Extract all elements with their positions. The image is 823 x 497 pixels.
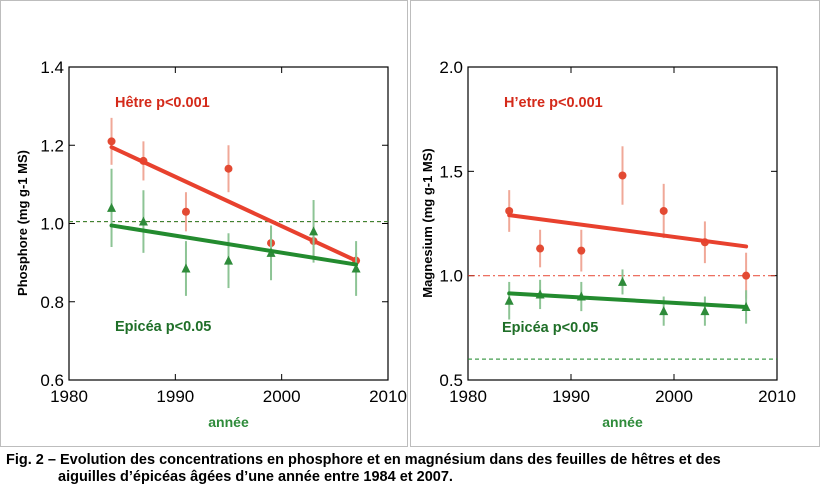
series-label: H’etre p<0.001 [504,95,603,111]
y-tick-label: 1.2 [40,136,64,155]
series-label: Hêtre p<0.001 [115,95,210,111]
data-point-triangle [618,276,627,286]
data-point-circle [505,206,514,215]
chart-magnesium: 1980 1990 2000 2010 0.5 1.0 1.5 2.0 Magnesium (m… [420,58,796,430]
trend-line [109,223,359,267]
data-point-circle [742,271,751,280]
y-tick-label: 0.6 [40,371,64,390]
data-point-triangle [107,202,117,212]
x-tick-label: 1980 [50,387,88,406]
trend-line [109,145,359,263]
x-tick-label: 1990 [552,387,590,406]
figure-caption: Fig. 2 – Evolution des concentrations en… [6,452,818,486]
data-point-circle [536,244,545,253]
trend-line [507,291,749,309]
data-point-triangle [659,306,669,316]
x-tick-label: 2000 [655,387,693,406]
data-point-circle [224,164,233,173]
x-tick-label: 2010 [369,387,407,406]
x-tick-label: 1980 [449,387,487,406]
data-point-circle [107,137,116,146]
data-point-triangle [504,295,514,305]
caption-line-2: aiguilles d’épicéas âgées d’une année en… [58,469,453,485]
x-tick-label: 1990 [156,387,194,406]
data-point-triangle [224,255,233,265]
data-point-circle [618,171,627,180]
x-tick-label: 2010 [758,387,796,406]
x-axis-title: année [208,414,249,430]
data-point-triangle [181,263,191,273]
chart-phosphore: 1980 1990 2000 2010 0.6 0.8 1.0 1.2 1.4 Phosphore… [15,58,407,430]
y-tick-label: 0.5 [439,371,463,390]
panel-phosphore: 1980 1990 2000 2010 0.6 0.8 1.0 1.2 1.4 Phosphore… [0,0,408,447]
data-point-circle [181,207,190,216]
series-label: Epicéa p<0.05 [502,320,598,336]
x-axis-title: année [602,414,643,430]
y-tick-label: 0.8 [40,293,64,312]
data-point-circle [577,246,586,255]
plot-frame [467,66,778,381]
data-point-triangle [351,263,361,273]
series-label: Epicéa p<0.05 [115,319,211,335]
y-axis-title: Phosphore (mg g-1 MS) [15,150,30,296]
data-point-circle [659,206,668,215]
y-tick-label: 1.0 [40,215,64,234]
y-tick-label: 2.0 [439,58,463,77]
caption-line-1: Fig. 2 – Evolution des concentrations en… [6,452,721,468]
y-tick-label: 1.0 [439,267,463,286]
x-tick-label: 2000 [263,387,301,406]
trend-line [507,213,749,249]
y-tick-label: 1.5 [439,162,463,181]
data-point-triangle [138,216,148,226]
panel-magnesium: 1980 1990 2000 2010 0.5 1.0 1.5 2.0 Magnesium (m… [410,0,820,447]
data-point-triangle [309,226,319,236]
y-axis-title: Magnesium (mg g-1 MS) [420,148,435,298]
data-point-triangle [700,306,710,316]
y-tick-label: 1.4 [40,58,64,77]
